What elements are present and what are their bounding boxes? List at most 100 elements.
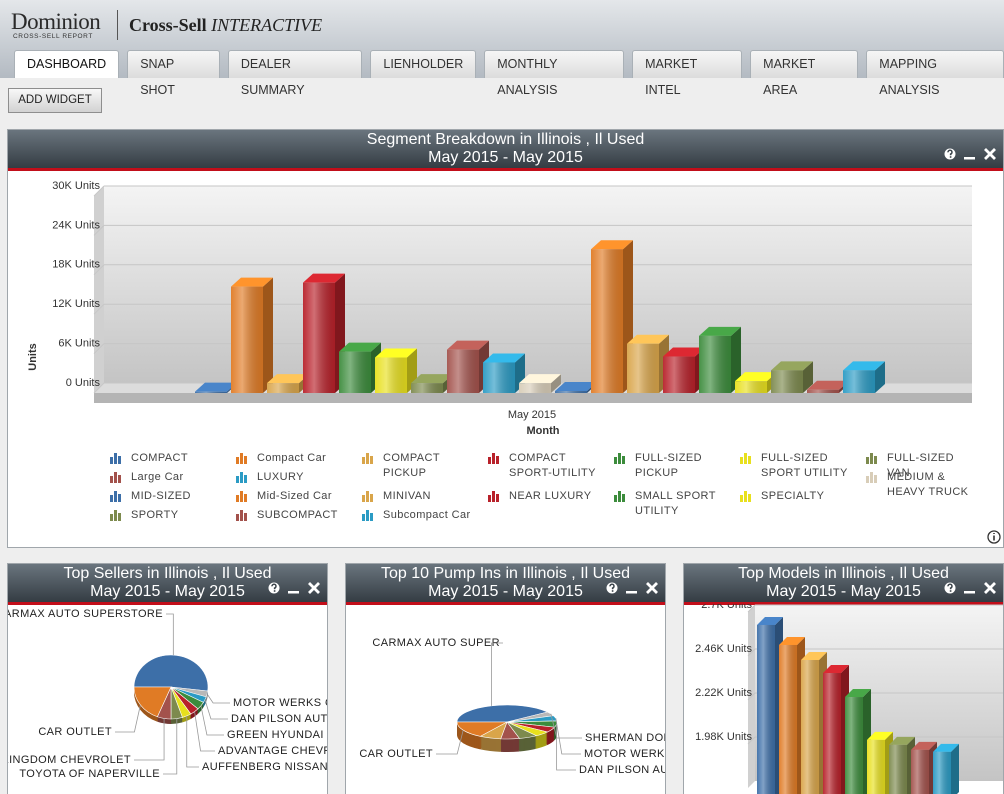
minimize-icon[interactable] [964, 157, 975, 160]
product-name: Cross-Sell INTERACTIVE [129, 15, 322, 36]
tab[interactable]: SNAP SHOT [127, 50, 220, 97]
bar-top [911, 741, 937, 750]
bar-shine [845, 697, 863, 794]
bar [699, 326, 741, 393]
tab[interactable]: MONTHLY ANALYSIS [484, 50, 625, 97]
widget-title: Top 10 Pump Ins in Illinois , Il Used [380, 565, 630, 582]
help-icon[interactable] [944, 148, 956, 160]
legend-swatch [114, 472, 117, 483]
legend-swatch [866, 476, 869, 483]
help-dot [949, 156, 952, 158]
tab[interactable]: MARKET INTEL [632, 50, 743, 97]
legend-swatch [362, 514, 365, 521]
pie-label: CAR OUTLET [359, 748, 433, 760]
bar [591, 240, 633, 393]
bar-shine [889, 744, 907, 794]
add-widget-button[interactable]: ADD WIDGET [8, 88, 102, 113]
legend-icon [236, 453, 247, 464]
tab[interactable]: MAPPING ANALYSIS [866, 50, 1004, 97]
info-icon[interactable] [987, 530, 1001, 544]
bar [663, 347, 705, 393]
minimize-icon[interactable] [626, 591, 637, 594]
legend-label: Subcompact Car [383, 509, 471, 521]
legend-icon [866, 472, 877, 483]
legend-label: FULL-SIZED VAN [887, 452, 954, 479]
app-header: Dominion CROSS-SELL REPORT Cross-Sell IN… [0, 0, 1004, 97]
leader-line [491, 642, 503, 706]
legend-label: Large Car [131, 471, 184, 483]
legend-swatch [362, 495, 365, 502]
help-icon[interactable] [268, 582, 280, 594]
tab-bar: DASHBOARD SNAP SHOT DEALER SUMMARY LIENHOLD… [14, 50, 1004, 97]
legend-item: SMALL SPORT UTILITY [614, 489, 724, 519]
pie-label: CARMAX AUTO SUPERSTORE [8, 608, 163, 620]
bar [483, 353, 525, 393]
bar-top [591, 240, 633, 250]
pie-label: CARMAX AUTO SUPER [372, 637, 500, 649]
leader-line [166, 613, 174, 656]
widget-header: Top 10 Pump Ins in Illinois , Il Used May… [346, 564, 665, 605]
x-tick-label: May 2015 [508, 409, 556, 421]
tab[interactable]: DASHBOARD [14, 50, 120, 78]
bar-top [845, 689, 871, 698]
bar-shine [555, 391, 587, 393]
y-tick-label: 12K Units [52, 298, 100, 310]
legend-icon [236, 510, 247, 521]
widget-chart: 1.98K Units 2.22K Units 2.46K Units 2.7K Un… [695, 604, 1003, 794]
logo-tagline: CROSS-SELL REPORT [13, 33, 93, 40]
y-tick-label: 6K Units [58, 338, 100, 350]
widget-chart: CARMAX AUTO SUPER SHERMAN DOD MOTOR WERKS D… [359, 637, 665, 776]
pie-label: DAN PILSON AUT [231, 713, 327, 725]
close-icon[interactable] [646, 582, 658, 594]
bar-top [447, 340, 489, 350]
legend-item: NEAR LUXURY [488, 489, 598, 504]
bar [519, 374, 561, 393]
legend-swatch [870, 453, 873, 464]
tab[interactable]: DEALER SUMMARY [227, 50, 363, 97]
legend-item: FULL-SIZED SPORT UTILITY [740, 451, 850, 481]
bar-shine [663, 356, 695, 393]
bar [339, 342, 381, 393]
bar-shine [519, 383, 551, 393]
legend-swatch [614, 457, 617, 464]
leader-line [163, 718, 178, 775]
close-icon[interactable] [984, 148, 996, 160]
tab[interactable]: MARKET AREA [750, 50, 859, 97]
y-tick-label: 30K Units [52, 180, 100, 192]
bar-top [699, 326, 741, 336]
widget: Top Sellers in Illinois , Il Used May 201… [7, 563, 328, 794]
y-tick-label: 18K Units [52, 259, 100, 271]
minimize-icon[interactable] [964, 591, 975, 594]
legend-item: MEDIUM & HEAVY TRUCK [866, 470, 976, 500]
pie-slice [456, 721, 508, 737]
close-icon[interactable] [308, 582, 320, 594]
leader-line [206, 693, 230, 704]
legend-label: FULL-SIZED PICKUP [635, 452, 702, 479]
leader-line [186, 715, 199, 768]
tab[interactable]: LIENHOLDER [370, 50, 477, 78]
help-glyph [947, 583, 953, 590]
bar-shine [195, 391, 227, 393]
bar [303, 273, 345, 393]
legend-swatch [244, 513, 247, 521]
widget-subtitle: May 2015 - May 2015 [766, 583, 921, 600]
legend-swatch [744, 453, 747, 464]
bar-shine [867, 739, 885, 794]
close-icon[interactable] [984, 582, 996, 594]
widget-subtitle: May 2015 - May 2015 [428, 583, 583, 600]
y-axis-label: Units [27, 343, 39, 371]
bar-top [889, 736, 915, 745]
help-icon[interactable] [606, 582, 618, 594]
pie-label: MOTOR WERKS [584, 748, 665, 760]
legend-label: Compact Car [257, 452, 327, 464]
widget-chart: 0 Units 6K Units 12K Units 18K Units 24K Uni… [27, 180, 1001, 544]
bar-top [843, 361, 885, 371]
legend-item: MID-SIZED [110, 489, 220, 504]
bar-shine [447, 349, 479, 393]
legend-label: SPORTY [131, 509, 179, 521]
minimize-icon[interactable] [288, 591, 299, 594]
help-icon[interactable] [944, 582, 956, 594]
widget-controls [606, 582, 658, 594]
legend-icon [488, 491, 499, 502]
legend-swatch [492, 453, 495, 464]
